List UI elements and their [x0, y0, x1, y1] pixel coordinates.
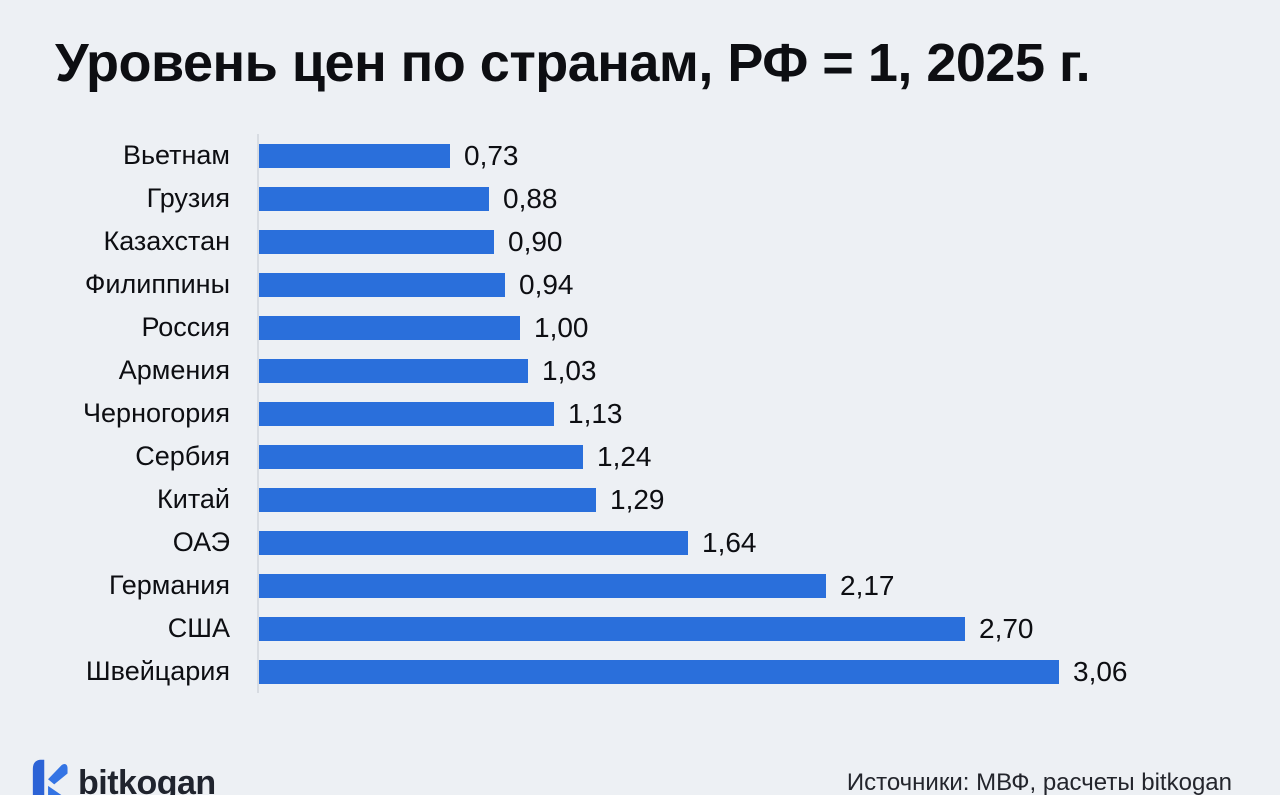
bar-track: 1,24	[257, 435, 1280, 479]
chart-row: Россия 1,00	[0, 306, 1280, 350]
category-label: США	[167, 613, 230, 644]
category-label: Германия	[108, 570, 230, 601]
category-label: Филиппины	[84, 269, 230, 300]
bar-track: 2,17	[257, 564, 1280, 608]
bar-track: 0,73	[257, 134, 1280, 178]
category-label: Россия	[141, 312, 230, 343]
bar-track: 1,64	[257, 521, 1280, 565]
footer: bitkogan Источники: МВФ, расчеты bitkoga…	[30, 755, 1232, 795]
category-label: Вьетнам	[122, 140, 230, 171]
bitkogan-wordmark: bitkogan	[78, 763, 216, 795]
value-label: 1,64	[702, 526, 757, 558]
category-label: Швейцария	[85, 656, 230, 687]
bar	[259, 315, 520, 340]
chart-row: Черногория 1,13	[0, 392, 1280, 436]
bar-track: 2,70	[257, 607, 1280, 651]
bar	[259, 358, 528, 383]
category-label: Сербия	[135, 441, 230, 472]
chart-row: Казахстан 0,90	[0, 220, 1280, 264]
bar	[259, 573, 826, 598]
bar	[259, 401, 554, 426]
chart-row: ОАЭ 1,64	[0, 521, 1280, 565]
bar	[259, 659, 1059, 684]
value-label: 1,03	[542, 354, 597, 386]
value-label: 2,17	[840, 569, 895, 601]
bitkogan-logo: bitkogan	[30, 757, 216, 795]
bar	[259, 186, 489, 211]
chart-row: Филиппины 0,94	[0, 263, 1280, 307]
bar-track: 1,29	[257, 478, 1280, 522]
bar-track: 0,88	[257, 177, 1280, 221]
chart-row: Китай 1,29	[0, 478, 1280, 522]
chart-row: Германия 2,17	[0, 564, 1280, 608]
value-label: 1,29	[610, 483, 665, 515]
bar	[259, 229, 494, 254]
bitkogan-logo-icon	[32, 759, 68, 795]
bar-chart: Вьетнам 0,73 Грузия 0,88 Казахстан 0,90 …	[0, 134, 1280, 694]
bar	[259, 444, 583, 469]
chart-row: США 2,70	[0, 607, 1280, 651]
chart-row: Вьетнам 0,73	[0, 134, 1280, 178]
chart-row: Армения 1,03	[0, 349, 1280, 393]
category-label: ОАЭ	[172, 527, 230, 558]
chart-row: Швейцария 3,06	[0, 650, 1280, 694]
bar-track: 1,03	[257, 349, 1280, 393]
chart-title: Уровень цен по странам, РФ = 1, 2025 г.	[55, 33, 1091, 93]
value-label: 1,13	[568, 397, 623, 429]
source-label: Источники: МВФ, расчеты bitkogan	[846, 769, 1232, 795]
value-label: 0,88	[503, 182, 558, 214]
category-label: Казахстан	[103, 226, 230, 257]
value-label: 0,73	[464, 139, 519, 171]
bar	[259, 487, 596, 512]
category-label: Черногория	[83, 398, 230, 429]
bar-track: 0,94	[257, 263, 1280, 307]
bar-track: 1,00	[257, 306, 1280, 350]
bar	[259, 530, 688, 555]
bar	[259, 143, 450, 168]
category-label: Грузия	[146, 183, 230, 214]
value-label: 3,06	[1073, 655, 1128, 687]
value-label: 1,00	[534, 311, 589, 343]
bar-track: 1,13	[257, 392, 1280, 436]
bar-track: 0,90	[257, 220, 1280, 264]
value-label: 2,70	[979, 612, 1034, 644]
value-label: 0,90	[508, 225, 563, 257]
chart-row: Сербия 1,24	[0, 435, 1280, 479]
category-label: Армения	[118, 355, 230, 386]
chart-row: Грузия 0,88	[0, 177, 1280, 221]
value-label: 0,94	[519, 268, 574, 300]
bar	[259, 272, 505, 297]
category-label: Китай	[157, 484, 230, 515]
value-label: 1,24	[597, 440, 652, 472]
bar-track: 3,06	[257, 650, 1280, 694]
bar	[259, 616, 965, 641]
